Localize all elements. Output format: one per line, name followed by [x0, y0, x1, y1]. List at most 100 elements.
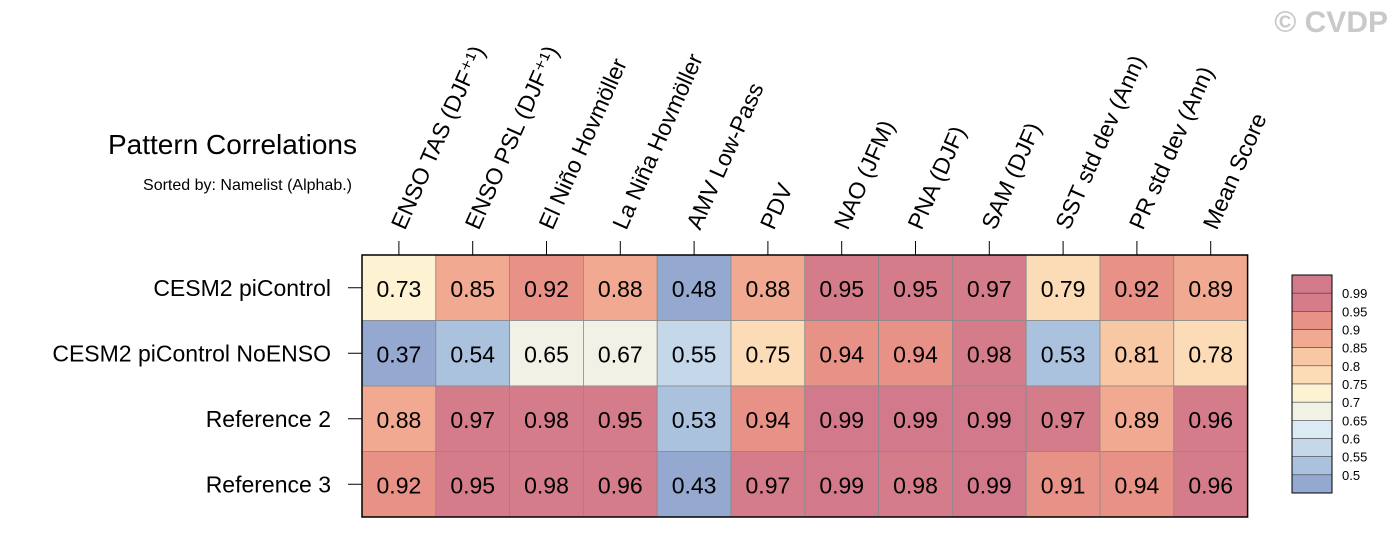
cell-value: 0.98	[524, 407, 569, 433]
cell-value: 0.94	[746, 407, 791, 433]
heatmap-cell	[509, 254, 584, 321]
row-labels: CESM2 piControl CESM2 piControl NoENSO Ref…	[52, 275, 362, 497]
heatmap-cell	[509, 385, 584, 452]
colorbar-label: 0.5	[1342, 468, 1360, 483]
cell-value: 0.94	[1115, 472, 1160, 498]
heatmap-cell	[656, 254, 732, 321]
row-label: Reference 3	[206, 471, 331, 497]
cell-value: 0.96	[1188, 472, 1233, 498]
cell-value: 0.98	[967, 341, 1012, 367]
colorbar-label: 0.55	[1342, 450, 1367, 465]
heatmap-cell	[730, 385, 806, 452]
heatmap-cell	[952, 451, 1027, 518]
row-label: CESM2 piControl NoENSO	[52, 340, 331, 366]
colorbar-label: 0.65	[1342, 413, 1367, 428]
cell-value: 0.99	[967, 472, 1012, 498]
heatmap-cell	[656, 320, 732, 387]
heatmap-cell	[1099, 385, 1175, 452]
heatmap-cell	[583, 451, 658, 518]
colorbar-segment	[1291, 311, 1333, 330]
cell-value: 0.99	[819, 407, 864, 433]
cell-value: 0.98	[893, 472, 938, 498]
cell-value: 0.79	[1041, 276, 1086, 302]
heatmap-cell	[1099, 451, 1175, 518]
cell-value: 0.88	[377, 407, 422, 433]
cell-value: 0.92	[524, 276, 569, 302]
cell-value: 0.54	[450, 341, 495, 367]
cell-value: 0.99	[893, 407, 938, 433]
chart-subtitle: Sorted by: Namelist (Alphab.)	[143, 177, 352, 194]
heatmap-cell	[435, 451, 510, 518]
heatmap-cell	[656, 451, 732, 518]
colorbar-label: 0.6	[1342, 432, 1360, 447]
colorbar-label: 0.95	[1342, 304, 1367, 319]
heatmap-cell	[1173, 254, 1249, 321]
heatmap-cell	[361, 385, 437, 452]
colorbar-segment	[1291, 383, 1333, 403]
heatmap-cell	[804, 254, 879, 321]
cell-value: 0.37	[377, 341, 422, 367]
cell-value: 0.65	[524, 341, 569, 367]
colorbar-label: 0.85	[1342, 341, 1367, 356]
cell-value: 0.55	[672, 341, 717, 367]
cell-value: 0.95	[893, 276, 938, 302]
colorbar-border	[1291, 274, 1333, 494]
cell-value: 0.97	[450, 407, 495, 433]
colorbar-label: 0.7	[1342, 395, 1360, 410]
cell-value: 0.89	[1115, 407, 1160, 433]
colorbar-segment	[1291, 292, 1333, 312]
cell-value: 0.94	[893, 341, 938, 367]
column-label: NAO (JFM)	[829, 116, 900, 233]
cell-value: 0.89	[1188, 276, 1233, 302]
heatmap-cell	[952, 385, 1027, 452]
colorbar-segment	[1291, 474, 1333, 494]
column-label: PNA (DJF)	[902, 122, 970, 233]
heatmap-cell	[583, 320, 658, 387]
cell-value: 0.78	[1188, 341, 1233, 367]
cell-value: 0.97	[746, 472, 791, 498]
column-label: PDV	[755, 179, 798, 233]
heatmap-cell	[1025, 254, 1101, 321]
cell-value: 0.91	[1041, 472, 1086, 498]
cell-value: 0.88	[598, 276, 643, 302]
cell-value: 0.99	[967, 407, 1012, 433]
heatmap-cell	[435, 385, 510, 452]
cell-value: 0.43	[672, 472, 717, 498]
colorbar-segment	[1291, 274, 1333, 294]
heatmap-cell	[361, 320, 437, 387]
cell-value: 0.96	[1188, 407, 1233, 433]
cell-value: 0.73	[377, 276, 422, 302]
cell-value: 0.53	[1041, 341, 1086, 367]
colorbar: 0.99 0.95 0.9 0.85 0.8 0.75 0.7 0.65 0.6 0.55 0.5	[1291, 274, 1367, 494]
cell-value: 0.85	[450, 276, 495, 302]
heatmap-cell	[656, 385, 732, 452]
heatmap-cell	[952, 320, 1027, 387]
heatmap-cell	[730, 320, 806, 387]
heatmap-cell	[730, 254, 806, 321]
colorbar-segment	[1291, 456, 1333, 476]
cell-value: 0.98	[524, 472, 569, 498]
colorbar-label: 0.9	[1342, 323, 1360, 338]
cell-value: 0.99	[819, 472, 864, 498]
heatmap-cells: 0.73 0.85 0.92 0.88 0.48 0.88 0.95 0.95 0.97 0.79…	[361, 254, 1249, 518]
column-label: AMV Low-Pass	[681, 79, 769, 233]
heatmap-cell	[804, 451, 879, 518]
heatmap-cell	[509, 320, 584, 387]
cell-value: 0.81	[1115, 341, 1160, 367]
colorbar-label: 0.8	[1342, 359, 1360, 374]
cell-value: 0.92	[377, 472, 422, 498]
heatmap-cell	[730, 451, 806, 518]
colorbar-segment	[1291, 438, 1333, 457]
heatmap-cell	[361, 451, 437, 518]
cell-value: 0.75	[746, 341, 791, 367]
colorbar-segment	[1291, 401, 1333, 421]
heatmap-cell	[878, 451, 953, 518]
row-label: Reference 2	[206, 406, 331, 432]
cell-value: 0.97	[1041, 407, 1086, 433]
cell-value: 0.48	[672, 276, 717, 302]
cell-value: 0.96	[598, 472, 643, 498]
chart-title: Pattern Correlations	[108, 129, 357, 160]
cell-value: 0.67	[598, 341, 643, 367]
cell-value: 0.97	[967, 276, 1012, 302]
